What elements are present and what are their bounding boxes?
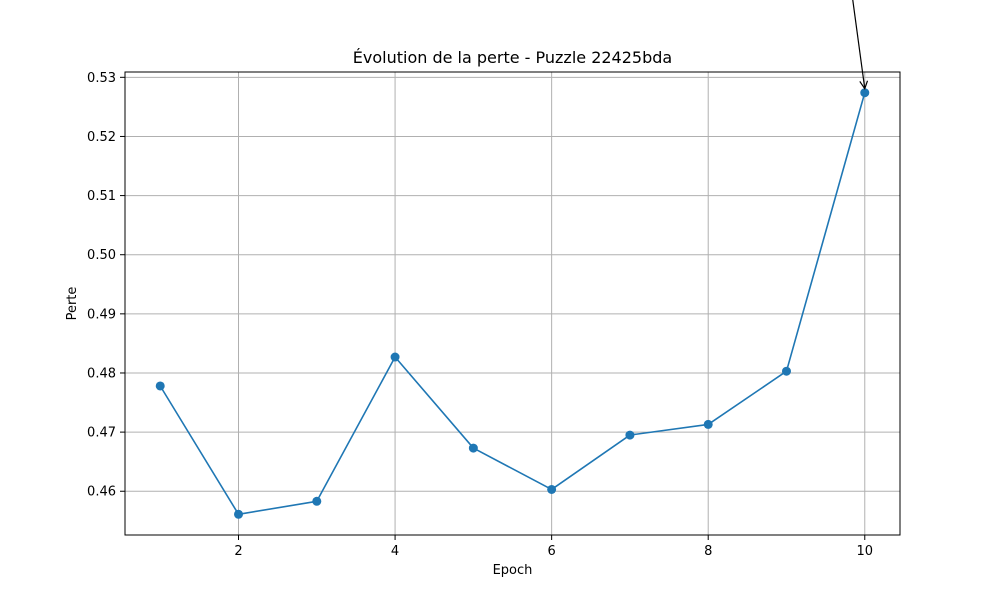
data-point	[625, 430, 635, 440]
y-tick-label: 0.52	[87, 130, 116, 145]
y-axis-label: Perte	[65, 287, 80, 321]
data-point	[547, 484, 557, 494]
y-tick-label: 0.47	[87, 426, 116, 441]
data-point	[781, 366, 791, 376]
plot-frame	[124, 71, 901, 536]
series-line	[159, 92, 866, 516]
grid-layer	[125, 72, 900, 535]
annotation-layer	[852, 0, 865, 89]
x-axis-label: Epoch	[493, 563, 533, 578]
y-tick-label: 0.48	[87, 366, 116, 381]
data-point	[703, 419, 713, 429]
data-point	[860, 88, 870, 98]
x-tick-label: 4	[391, 544, 399, 559]
series-line-layer	[159, 92, 866, 516]
y-tick-label: 0.53	[87, 71, 116, 86]
data-point	[234, 509, 244, 519]
chart-title: Évolution de la perte - Puzzle 22425bda	[353, 48, 672, 67]
y-tick-label: 0.46	[87, 485, 116, 500]
data-point	[390, 352, 400, 362]
series-marker-layer	[155, 88, 870, 519]
x-tick-label: 8	[704, 544, 712, 559]
x-tick-label: 6	[548, 544, 556, 559]
y-tick-label: 0.49	[87, 307, 116, 322]
y-tick-label: 0.50	[87, 248, 116, 263]
data-point	[468, 443, 478, 453]
y-tick-label: 0.51	[87, 189, 116, 204]
annotation-arrow	[852, 0, 865, 89]
data-point	[155, 381, 165, 391]
data-point	[312, 496, 322, 506]
tick-layer: 2 4 6 8 10 0.46 0.47 0.48 0.49 0.50 0.51 0.52 0.53	[87, 71, 873, 559]
x-tick-label: 10	[856, 544, 873, 559]
x-tick-label: 2	[234, 544, 242, 559]
